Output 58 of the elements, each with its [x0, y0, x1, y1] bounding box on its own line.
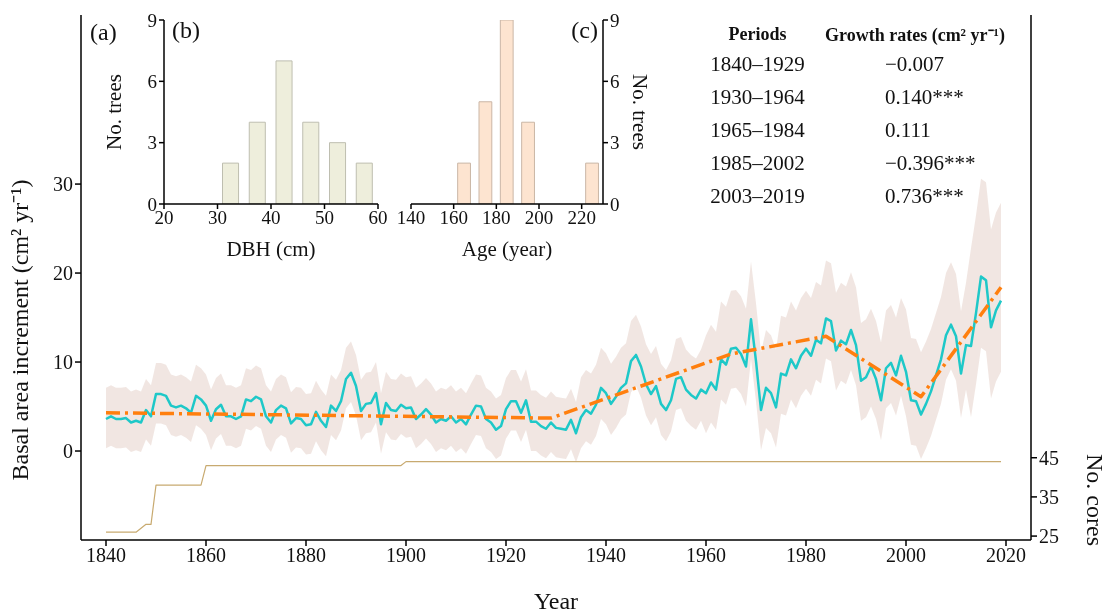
annotation: 0.140***	[885, 85, 964, 110]
annotation: −0.396***	[885, 151, 976, 176]
annotation: 1930–1964	[709, 85, 806, 110]
annotation: Growth rates (cm² yr⁻¹)	[825, 24, 1005, 46]
annotation: −0.007	[885, 52, 945, 77]
y-tick-label: 9	[147, 9, 157, 31]
x-tick-label: 1880	[286, 544, 326, 567]
y-axis-title: Basal area increment (cm² yr⁻¹)	[6, 179, 33, 481]
y2-axis-title: No. cores	[1081, 454, 1106, 546]
line-series	[104, 275, 1003, 435]
x-tick-label: 1840	[86, 544, 126, 567]
x-tick-label: 60	[368, 207, 388, 229]
y2-tick-label: 3	[610, 132, 620, 154]
y-axis-title: No. trees	[102, 74, 127, 150]
x-tick-label: 140	[396, 207, 426, 229]
x-axis-title: Age (year)	[461, 237, 553, 261]
y2-tick-label: 25	[1039, 525, 1059, 548]
y2-axis-title: No. trees	[627, 74, 652, 150]
x-tick-label: 30	[208, 207, 227, 229]
y-tick-label: 6	[147, 71, 157, 93]
x-tick-label: 1960	[686, 544, 726, 567]
y2-tick-label: 9	[610, 9, 620, 31]
x-tick-label: 160	[439, 207, 468, 229]
annotation: Periods	[727, 23, 788, 45]
y-tick-label: 30	[53, 173, 73, 196]
x-tick-label: 1940	[586, 544, 626, 567]
y-tick-label: 10	[53, 351, 73, 374]
x-tick-label: 2000	[886, 544, 926, 567]
x-tick-label: 1900	[386, 544, 426, 567]
x-axis-title: DBH (cm)	[226, 237, 316, 261]
annotation: 1985–2002	[709, 151, 806, 176]
y2-tick-label: 45	[1039, 446, 1059, 469]
y2-tick-label: 0	[610, 193, 620, 215]
x-tick-label: 2020	[986, 544, 1026, 567]
x-tick-label: 1980	[786, 544, 826, 567]
y-tick-label: 20	[53, 262, 73, 285]
y2-tick-label: 35	[1039, 486, 1059, 508]
chart-title: (b)	[172, 16, 200, 44]
x-tick-label: 1920	[486, 544, 526, 567]
annotation: 0.111	[885, 118, 931, 143]
x-tick-label: 50	[315, 207, 334, 229]
x-tick-label: 200	[524, 207, 554, 229]
x-tick-label: 180	[482, 207, 511, 229]
line-series	[104, 285, 1003, 420]
chart-title: (c)	[571, 16, 598, 44]
y-tick-label: 3	[147, 132, 157, 154]
annotation: 1965–1984	[709, 118, 806, 143]
annotation: 1840–1929	[709, 52, 806, 77]
x-tick-label: 220	[567, 207, 596, 229]
line-series	[105, 461, 1002, 533]
x-tick-label: 1860	[186, 544, 226, 567]
chart-title: (a)	[90, 18, 117, 46]
y-tick-label: 0	[63, 440, 73, 463]
annotation: 0.736***	[885, 184, 964, 209]
annotation: 2003–2019	[709, 184, 806, 209]
x-axis-title: Year	[533, 588, 579, 609]
y2-tick-label: 6	[610, 71, 620, 93]
x-tick-label: 40	[261, 207, 281, 229]
